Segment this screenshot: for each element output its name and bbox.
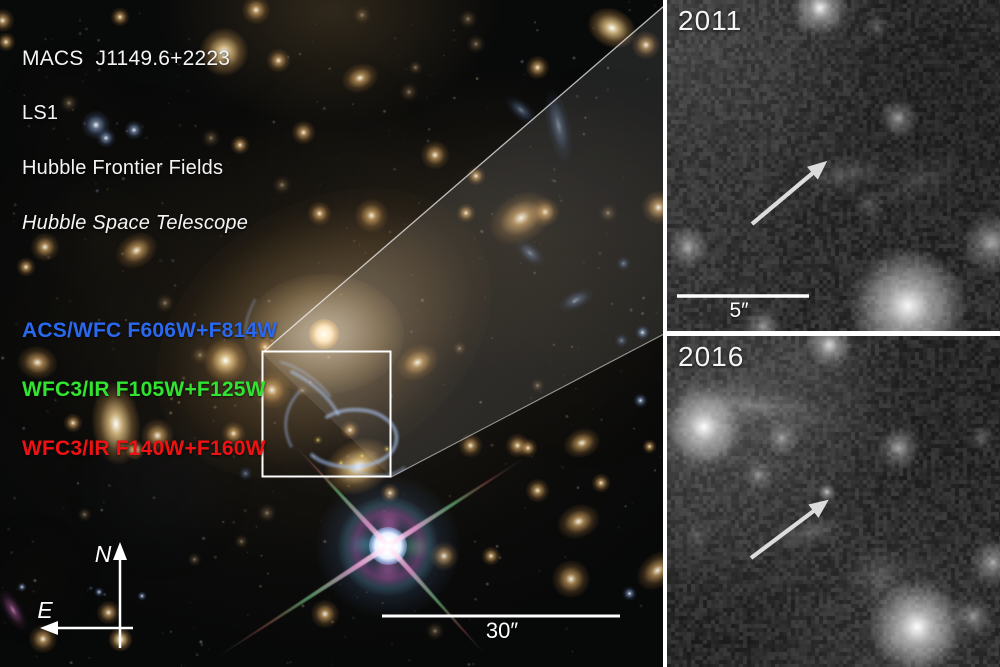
- galaxy: [634, 324, 650, 340]
- galaxy: [28, 624, 58, 654]
- panel-divider-horizontal: [663, 331, 1000, 336]
- galaxy: [451, 340, 467, 356]
- galaxy: [388, 335, 446, 389]
- filter-label-optical: ACS/WFC F606W+F814W: [22, 319, 278, 342]
- galaxy: [621, 585, 637, 601]
- inset-panel-2011: 2011 5″: [667, 0, 1000, 331]
- galaxy: [233, 533, 249, 549]
- galaxy: [336, 57, 384, 99]
- galaxy: [399, 82, 419, 102]
- galaxy: [641, 438, 657, 454]
- galaxy: [626, 540, 664, 600]
- telescope-name: Hubble Space Telescope: [22, 212, 249, 234]
- galaxy: [313, 435, 323, 445]
- galaxy: [530, 197, 560, 227]
- galaxy: [456, 203, 476, 223]
- galaxy: [310, 599, 340, 629]
- galaxy: [420, 140, 450, 170]
- survey-name: Hubble Frontier Fields: [22, 157, 224, 179]
- galaxy: [551, 559, 591, 599]
- galaxy: [0, 7, 15, 33]
- object-name: LS1: [22, 102, 59, 124]
- scale-bar-label-5arcsec: 5″: [729, 299, 749, 322]
- galaxy: [550, 496, 606, 546]
- compass-east-label: E: [37, 597, 53, 623]
- galaxy: [613, 332, 629, 348]
- target-name: MACS J1149.6+2223: [22, 47, 231, 70]
- galaxy: [499, 89, 543, 131]
- galaxy: [0, 583, 35, 637]
- galaxy: [640, 189, 664, 225]
- galaxy: [107, 626, 133, 652]
- scale-bar-label-30arcsec: 30″: [485, 618, 519, 643]
- galaxy: [94, 587, 104, 597]
- galaxy: [466, 166, 486, 186]
- filter-label-nir: WFC3/IR F105W+F125W: [22, 378, 266, 401]
- galaxy: [481, 546, 501, 566]
- galaxy: [425, 621, 445, 641]
- galaxy: [186, 551, 202, 567]
- galaxy: [615, 255, 631, 271]
- galaxy: [591, 473, 611, 493]
- galaxy: [579, 0, 645, 58]
- galaxy: [0, 32, 16, 52]
- inset-2011-image-canvas: [667, 0, 1000, 331]
- galaxy: [407, 59, 423, 75]
- galaxy: [457, 432, 483, 458]
- galaxy: [294, 382, 310, 398]
- galaxy: [312, 425, 404, 507]
- galaxy: [529, 377, 545, 393]
- galaxy: [353, 197, 389, 233]
- compass-north-label: N: [94, 541, 112, 567]
- galaxy: [478, 178, 564, 258]
- galaxy: [290, 119, 316, 145]
- galaxy: [466, 34, 486, 54]
- year-label-2011: 2011: [678, 5, 743, 36]
- year-label-2016: 2016: [678, 341, 745, 372]
- galaxy: [524, 54, 550, 80]
- galaxy: [352, 5, 372, 25]
- galaxy: [524, 477, 550, 503]
- galaxy: [518, 438, 538, 458]
- inset-panel-2016: 2016: [667, 336, 1000, 667]
- galaxy: [632, 392, 648, 408]
- title-block: MACS J1149.6+2223 LS1 Hubble Frontier Fi…: [22, 13, 277, 532]
- galaxy: [357, 451, 367, 461]
- galaxy: [558, 422, 606, 464]
- galaxy: [95, 599, 121, 625]
- galaxy: [336, 458, 346, 468]
- galaxy: [137, 591, 147, 601]
- main-color-image-panel: MACS J1149.6+2223 LS1 Hubble Frontier Fi…: [0, 0, 664, 667]
- galaxy: [509, 233, 551, 273]
- galaxy: [598, 203, 618, 223]
- galaxy: [380, 483, 400, 503]
- filter-label-ir: WFC3/IR F140W+F160W: [22, 437, 266, 460]
- galaxy: [429, 541, 459, 571]
- galaxy: [537, 83, 579, 167]
- galaxy: [504, 432, 530, 458]
- galaxy: [306, 200, 332, 226]
- galaxy: [17, 582, 27, 592]
- filter-legend: ACS/WFC F606W+F814W WFC3/IR F105W+F125W …: [22, 283, 277, 496]
- galaxy: [382, 444, 392, 454]
- galaxy: [631, 30, 661, 60]
- galaxy: [340, 420, 360, 440]
- galaxy: [553, 282, 599, 318]
- inset-2016-image-canvas: [667, 336, 1000, 667]
- galaxy: [458, 9, 478, 29]
